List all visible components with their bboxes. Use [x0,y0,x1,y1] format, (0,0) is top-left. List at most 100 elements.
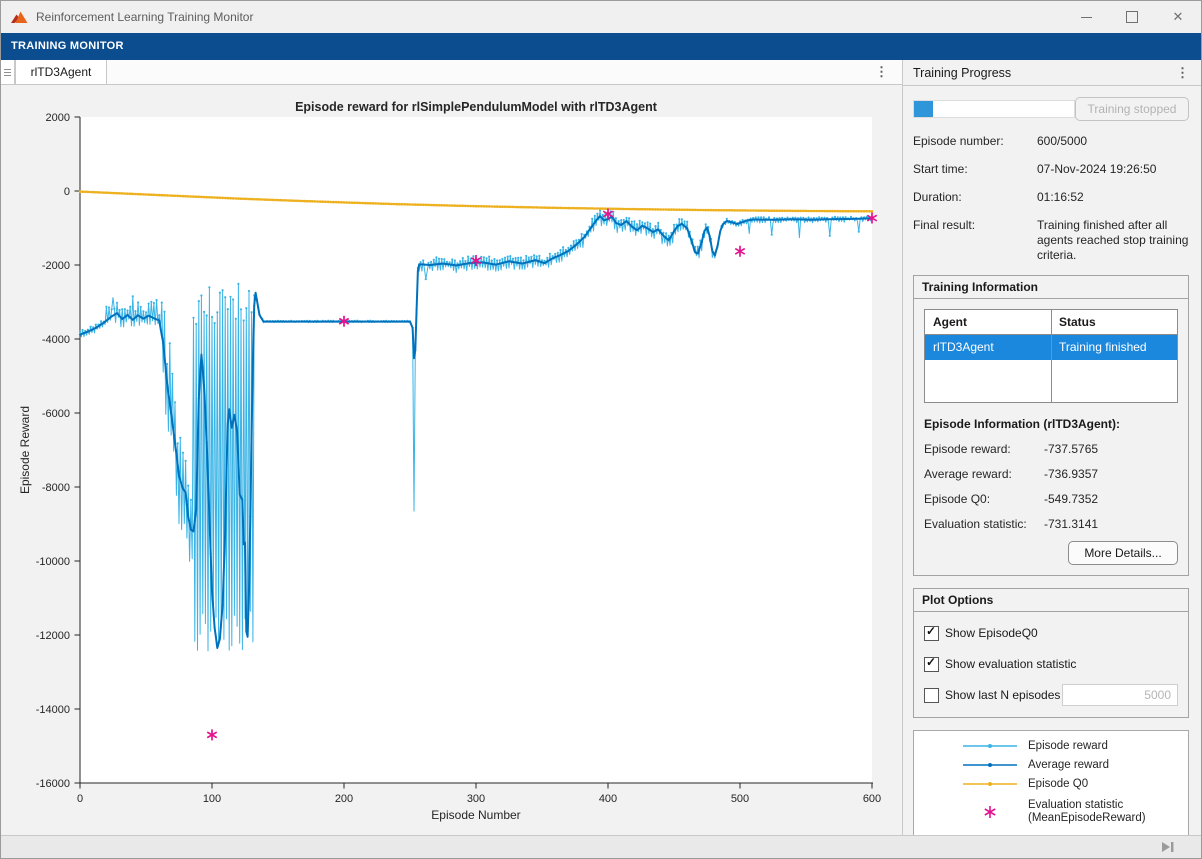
legend-entry: Evaluation statistic(MeanEpisodeReward) [962,794,1188,830]
run-info-row: Duration:01:16:52 [913,190,1189,205]
episode-info-list: Episode reward:-737.5765 Average reward:-… [914,442,1188,531]
progress-fill [914,101,933,117]
episode-info-row: Episode reward:-737.5765 [924,442,1178,456]
legend-entry: Episode Q0 [962,775,1188,794]
legend-swatch-line [962,776,1018,792]
plot-option-label: Show evaluation statistic [945,657,1076,671]
toolstrip: TRAINING MONITOR [1,33,1201,60]
run-info-label: Start time: [913,162,1037,177]
svg-text:-4000: -4000 [42,334,70,346]
run-info-value: Training finished after all agents reach… [1037,218,1189,263]
episode-info-label: Episode reward: [924,442,1044,456]
legend-swatch-line [962,757,1018,773]
run-info-value: 07-Nov-2024 19:26:50 [1037,162,1189,177]
svg-text:-10000: -10000 [36,556,70,568]
checkbox-unchecked[interactable] [924,688,939,703]
table-cell-status[interactable]: Training finished [1051,335,1177,360]
tab-training-monitor[interactable]: TRAINING MONITOR [1,33,1201,60]
table-cell-agent[interactable]: rlTD3Agent [925,335,1051,360]
training-information-box: Training Information AgentStatusrlTD3Age… [913,275,1189,576]
check-icon: ✓ [926,624,936,638]
legend-label: Evaluation statistic(MeanEpisodeReward) [1028,799,1146,825]
svg-text:400: 400 [599,793,617,805]
skip-to-end-icon[interactable] [1161,841,1175,853]
checkbox-checked[interactable]: ✓ [924,657,939,672]
legend-swatch-line [962,738,1018,754]
run-info-value: 01:16:52 [1037,190,1189,205]
table-column-header: Status [1051,310,1177,335]
episode-info-value: -731.3141 [1044,517,1098,531]
training-information-header: Training Information [914,276,1188,299]
run-info-label: Final result: [913,218,1037,263]
document-area: rlTD3Agent ⋮ 20000-2000-4000-6000-8000-1… [1,60,902,837]
run-info-value: 600/5000 [1037,134,1189,149]
episode-info-value: -737.5765 [1044,442,1098,456]
window-title: Reinforcement Learning Training Monitor [36,10,253,24]
checkbox-checked[interactable]: ✓ [924,626,939,641]
run-info-row: Start time:07-Nov-2024 19:26:50 [913,162,1189,177]
svg-text:Episode Number: Episode Number [431,808,520,822]
tab-rltd3agent[interactable]: rlTD3Agent [15,60,107,84]
plot-options-list: ✓ Show EpisodeQ0 ✓ Show evaluation statisti… [914,623,1188,705]
legend-entry: Average reward [962,756,1188,775]
last-n-episodes-input[interactable] [1062,684,1178,706]
tab-overflow-menu-icon[interactable]: ⋮ [875,60,888,84]
run-info-row: Episode number:600/5000 [913,134,1189,149]
maximize-icon [1126,11,1138,23]
run-info-label: Episode number: [913,134,1037,149]
bottom-scrollbar[interactable] [1,835,1201,858]
table-empty-area [1051,360,1177,402]
plot-panel: 20000-2000-4000-6000-8000-10000-12000-14… [1,85,902,837]
panel-menu-icon[interactable]: ⋮ [1176,65,1189,81]
episode-info-value: -549.7352 [1044,492,1098,506]
close-button[interactable]: ✕ [1155,1,1201,33]
minimize-button[interactable] [1063,1,1109,33]
svg-text:2000: 2000 [46,112,70,124]
run-info-row: Final result:Training finished after all… [913,218,1189,263]
plot-options-header: Plot Options [914,589,1188,612]
episode-info-row: Evaluation statistic:-731.3141 [924,517,1178,531]
chart-legend: Episode rewardAverage reward Episode Q0 Ev… [913,730,1189,836]
training-progress-panel: Training Progress ⋮ Training stopped Epi… [902,60,1201,837]
matlab-logo-icon [11,10,28,25]
episode-info-label: Episode Q0: [924,492,1044,506]
svg-text:-16000: -16000 [36,778,70,790]
episode-info-value: -736.9357 [1044,467,1098,481]
svg-text:Episode reward for rlSimplePen: Episode reward for rlSimplePendulumModel… [295,100,658,114]
legend-swatch-asterisk [962,797,1018,827]
svg-text:0: 0 [64,186,70,198]
svg-text:-12000: -12000 [36,630,70,642]
plot-option-label: Show EpisodeQ0 [945,626,1038,640]
svg-text:200: 200 [335,793,353,805]
minimize-icon [1081,17,1092,18]
svg-text:600: 600 [863,793,881,805]
app-window: Reinforcement Learning Training Monitor … [0,0,1202,859]
svg-text:300: 300 [467,793,485,805]
table-empty-area [925,360,1051,402]
progress-bar [913,100,1075,118]
run-info-list: Episode number:600/5000Start time:07-Nov… [913,134,1189,263]
training-plot: 20000-2000-4000-6000-8000-10000-12000-14… [1,85,902,837]
training-stopped-button[interactable]: Training stopped [1075,97,1189,121]
table-column-header: Agent [925,310,1051,335]
svg-text:100: 100 [203,793,221,805]
svg-text:0: 0 [77,793,83,805]
plot-option-row: Show last N episodes [924,685,1178,705]
plot-option-row: ✓ Show EpisodeQ0 [924,623,1178,643]
legend-label: Episode Q0 [1028,778,1088,791]
svg-text:-8000: -8000 [42,482,70,494]
svg-text:-14000: -14000 [36,704,70,716]
tab-drag-grip[interactable] [1,60,15,84]
episode-info-row: Episode Q0:-549.7352 [924,492,1178,506]
legend-entry: Episode reward [962,737,1188,756]
svg-text:Episode Reward: Episode Reward [18,406,32,494]
episode-info-row: Average reward:-736.9357 [924,467,1178,481]
plot-option-label: Show last N episodes [945,688,1060,702]
svg-text:-6000: -6000 [42,408,70,420]
more-details-button[interactable]: More Details... [1068,541,1178,565]
close-icon: ✕ [1173,9,1184,25]
plot-options-box: Plot Options ✓ Show EpisodeQ0 ✓ Show evalua… [913,588,1189,718]
table-column-divider [1051,310,1052,402]
maximize-button[interactable] [1109,1,1155,33]
episode-info-label: Evaluation statistic: [924,517,1044,531]
